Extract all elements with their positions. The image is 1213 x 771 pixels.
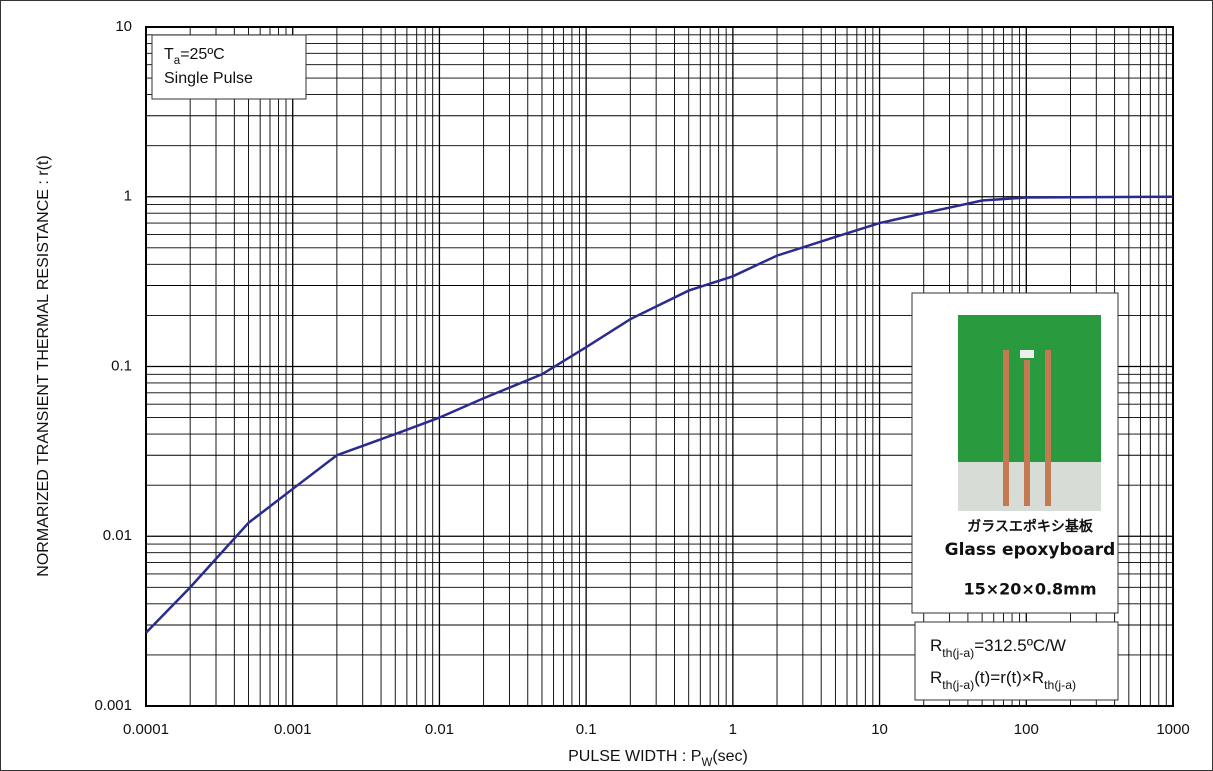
text-part: (sec) xyxy=(712,748,748,765)
subscript: W xyxy=(701,757,712,769)
text-part: =25ºC xyxy=(180,46,225,63)
text-part: =312.5ºC/W xyxy=(974,636,1066,655)
formula-line: Rth(j-a)=312.5ºC/W xyxy=(930,636,1066,660)
y-tick-label: 0.001 xyxy=(94,697,132,714)
x-axis-title: PULSE WIDTH : PW(sec) xyxy=(568,748,748,769)
formula-line: Rth(j-a)(t)=r(t)×Rth(j-a) xyxy=(930,668,1076,692)
x-tick-label: 0.1 xyxy=(576,721,597,738)
board-trace xyxy=(1045,350,1051,506)
text-part: (t)=r(t)×R xyxy=(974,668,1044,687)
text-part: R xyxy=(930,636,942,655)
text-part: T xyxy=(164,46,174,63)
board-label-jp: ガラスエポキシ基板 xyxy=(967,518,1094,535)
board-trace xyxy=(1003,350,1009,506)
text-part: R xyxy=(930,668,942,687)
board-label-en: Glass epoxyboard xyxy=(945,540,1116,560)
condition-line: Ta=25ºC xyxy=(164,46,225,67)
condition-line: Single Pulse xyxy=(164,70,253,87)
plot-border xyxy=(145,26,1174,707)
subscript: a xyxy=(174,55,181,67)
board-size: 15×20×0.8mm xyxy=(963,580,1096,599)
annotations: ガラスエポキシ基板 Glass epoxyboard 15×20×0.8mm xyxy=(151,34,1119,701)
x-tick-label: 0.001 xyxy=(274,721,312,738)
formula-box xyxy=(914,621,1119,701)
subscript: th(j-a) xyxy=(942,646,974,660)
text-part: PULSE WIDTH : P xyxy=(568,748,701,765)
y-tick-label: 1 xyxy=(124,188,132,205)
condition-box xyxy=(151,34,307,100)
y-axis-title: NORMARIZED TRANSIENT THERMAL RESISTANCE … xyxy=(35,155,52,576)
x-tick-label: 1 xyxy=(729,721,737,738)
x-tick-label: 1000 xyxy=(1156,721,1189,738)
x-tick-label: 100 xyxy=(1014,721,1039,738)
subscript: th(j-a) xyxy=(1044,678,1076,692)
y-tick-label: 0.1 xyxy=(111,357,132,374)
y-tick-label: 0.01 xyxy=(103,527,132,544)
subscript: th(j-a) xyxy=(942,678,974,692)
y-tick-label: 10 xyxy=(115,18,132,35)
x-tick-label: 10 xyxy=(871,721,888,738)
line xyxy=(145,195,1174,634)
text-part: Single Pulse xyxy=(164,70,253,87)
board-pad xyxy=(1020,350,1034,358)
x-tick-label: 0.0001 xyxy=(123,721,169,738)
x-tick-label: 0.01 xyxy=(425,721,454,738)
board-trace xyxy=(1024,360,1030,506)
